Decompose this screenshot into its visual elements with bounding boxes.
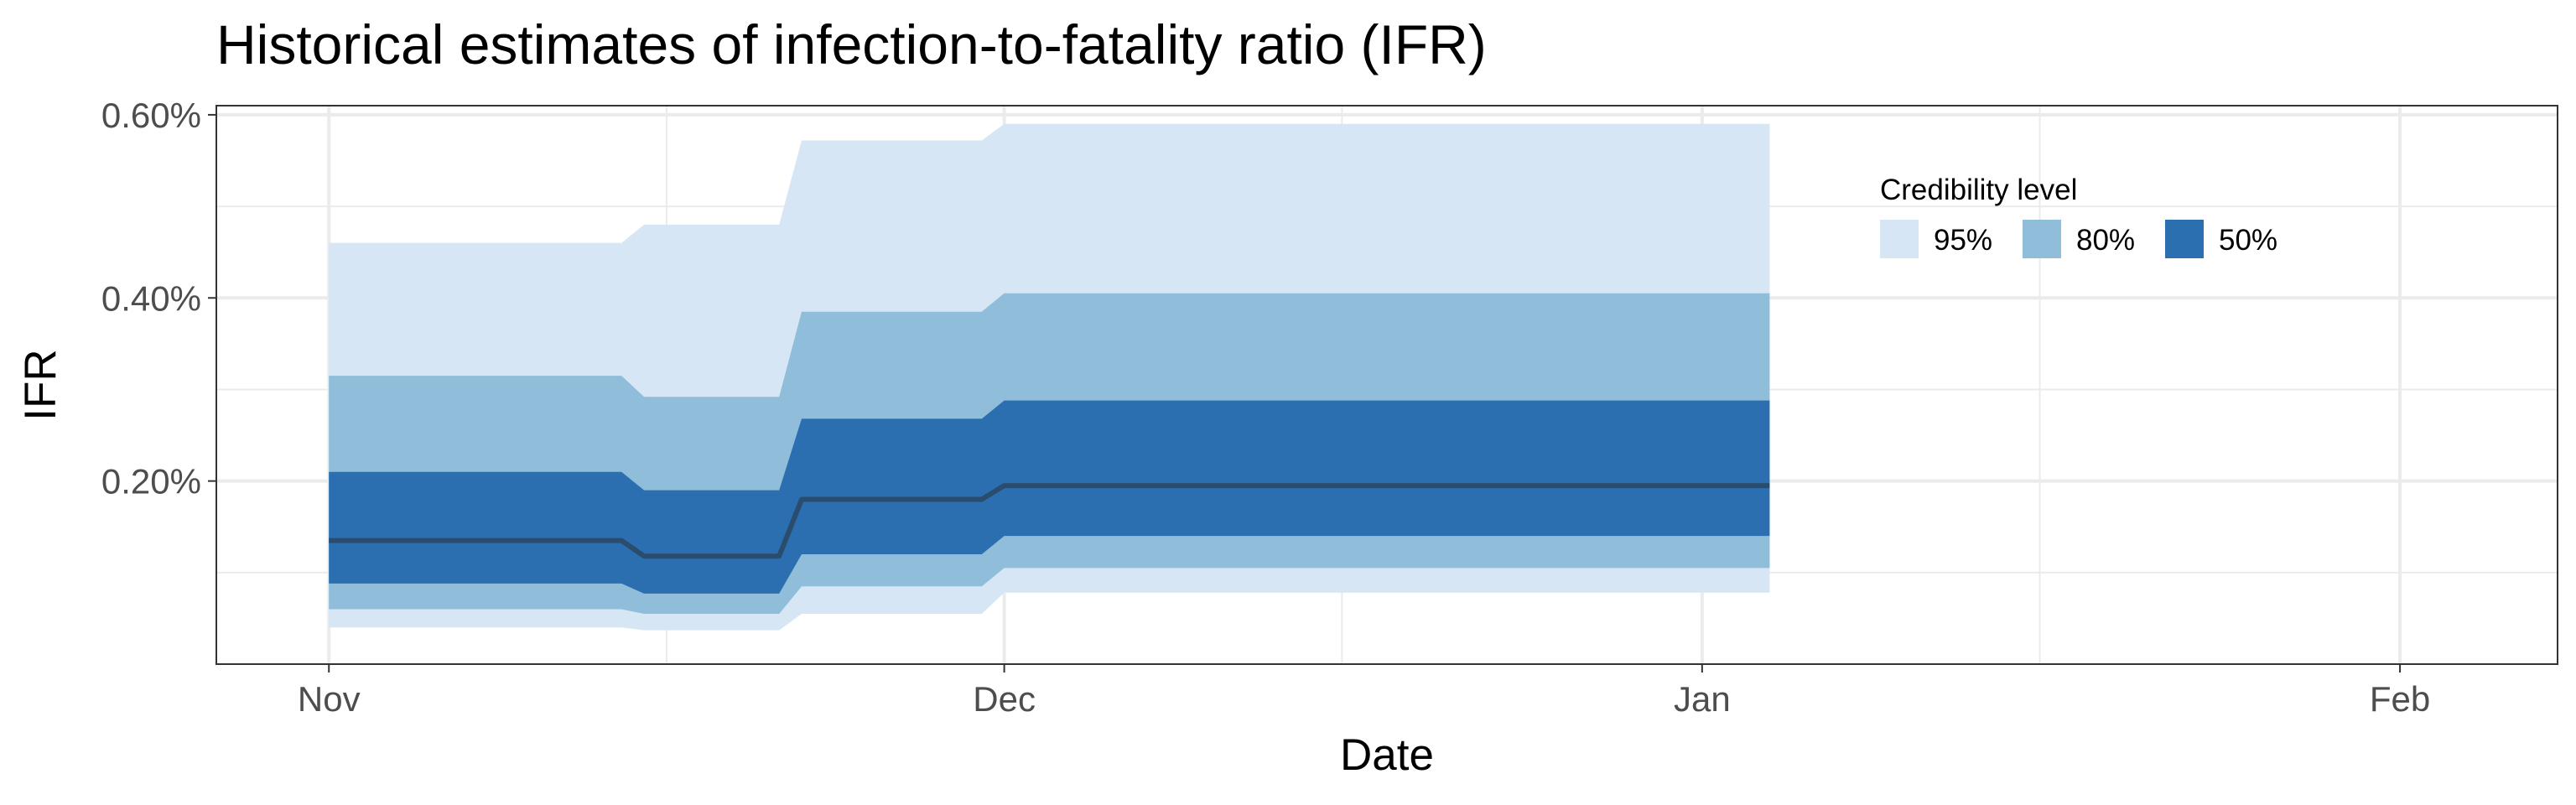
legend-items: 95% 80% 50% (1880, 220, 2277, 258)
legend-label-2: 50% (2219, 224, 2277, 257)
x-tick-label-1: Dec (973, 679, 1036, 719)
x-tick-label-2: Jan (1674, 679, 1731, 719)
x-tick-label-0: Nov (298, 679, 361, 719)
y-tick-label-2: 0.60% (101, 96, 201, 135)
x-axis-title: Date (1340, 730, 1434, 780)
legend-label-0: 95% (1934, 224, 1992, 257)
legend: Credibility level 95% 80% 50% (1880, 174, 2277, 258)
x-axis: Nov Dec Jan Feb (298, 664, 2430, 719)
median-line (329, 483, 1770, 559)
y-tick-label-1: 0.40% (101, 278, 201, 318)
y-axis: 0.20% 0.40% 0.60% (101, 96, 216, 501)
legend-label-1: 80% (2076, 224, 2135, 257)
chart-title: Historical estimates of infection-to-fat… (216, 13, 1487, 75)
y-tick-label-0: 0.20% (101, 462, 201, 501)
legend-title: Credibility level (1880, 174, 2077, 206)
y-axis-title: IFR (16, 349, 65, 420)
plot-border (216, 105, 2558, 665)
x-tick-label-3: Feb (2370, 679, 2430, 719)
legend-swatch-1 (2023, 220, 2061, 258)
legend-swatch-0 (1880, 220, 1919, 258)
median-line-group (329, 483, 1770, 559)
band-50pct (329, 400, 1770, 594)
legend-swatch-2 (2165, 220, 2204, 258)
credibility-bands (329, 123, 1770, 631)
